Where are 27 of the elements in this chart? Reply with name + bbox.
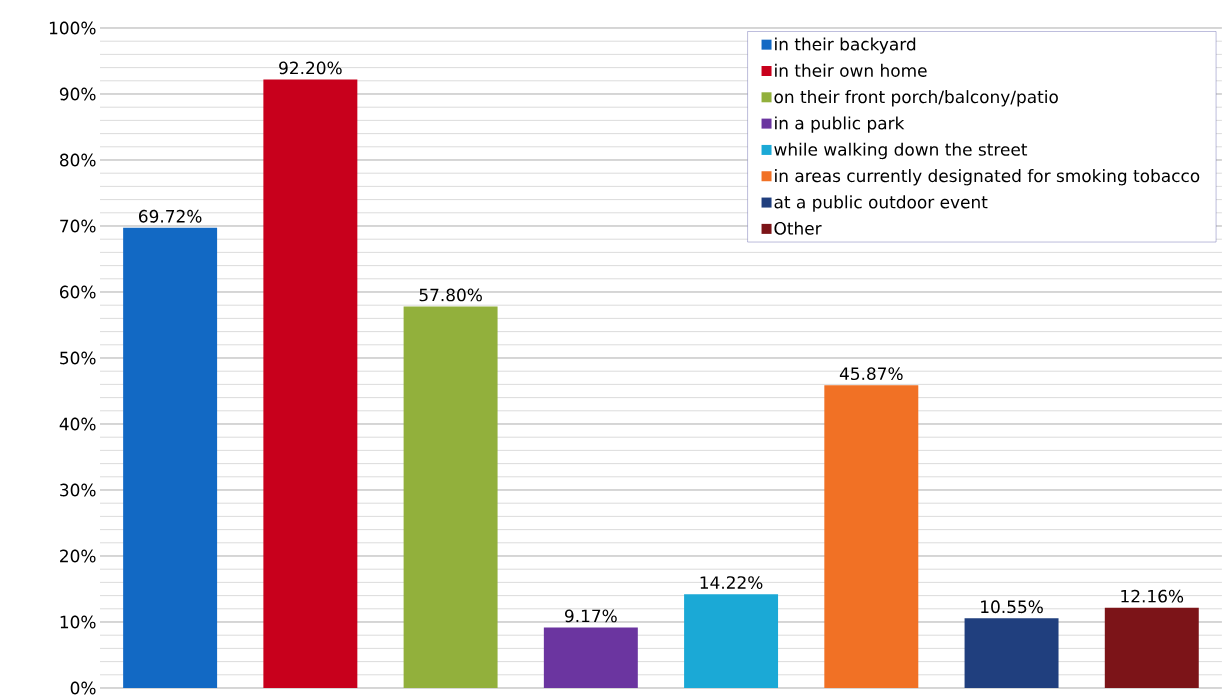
y-tick-label: 10% [60,615,96,629]
data-label: 92.20% [279,61,342,75]
data-label: 14.22% [700,576,763,589]
data-label: 12.16% [1121,589,1184,603]
y-tick-label: 100% [49,21,96,35]
legend-label: in a public park [775,116,905,133]
data-label: 57.80% [419,288,482,302]
legend-label: on their front porch/balcony/patio [774,90,1058,107]
y-tick-label: 70% [60,219,96,233]
y-tick-label: 20% [60,549,96,563]
y-tick-label: 60% [60,285,96,299]
data-label: 10.55% [981,600,1043,614]
legend-label: while walking down the street [774,142,1028,160]
y-tick-label: 40% [59,417,96,431]
y-tick-label: 80% [59,153,96,167]
legend-label: in their own home [775,63,927,77]
data-label: 9.17% [564,609,617,623]
y-tick-label: 50% [60,351,96,365]
legend-label: at a public outdoor event [774,195,988,212]
legend-label: in their backyard [775,37,916,54]
y-tick-label: 30% [60,483,96,497]
legend-label: Other [774,221,822,235]
y-tick-label: 90% [59,87,96,101]
data-label: 45.87% [839,367,903,381]
y-tick-label: 0% [70,681,96,695]
legend-label: in areas currently designated for smoking tobacco [775,169,1200,186]
data-label: 69.72% [139,209,202,223]
